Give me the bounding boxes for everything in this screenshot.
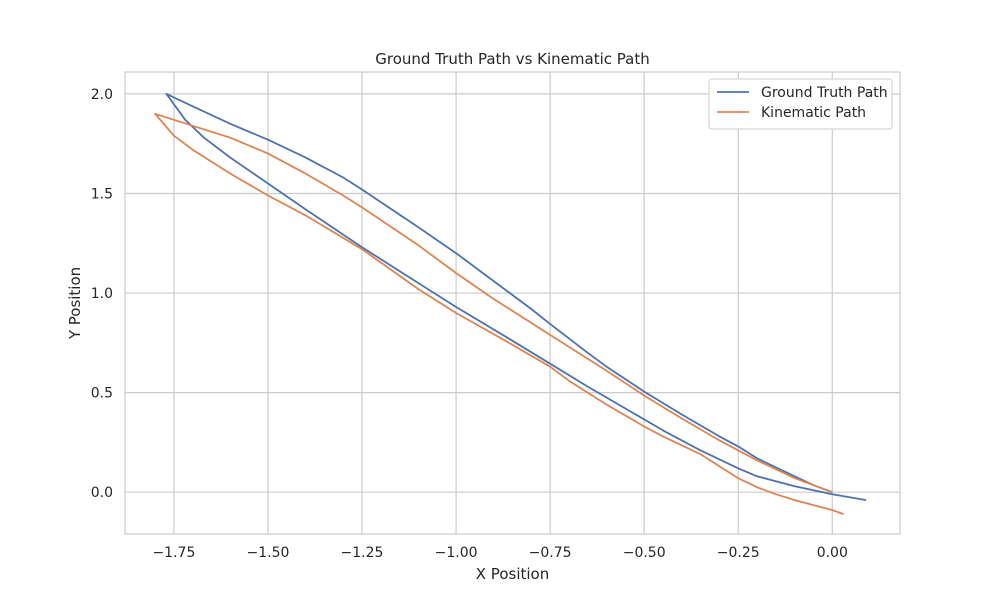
ground-truth-path-line [165, 93, 867, 501]
y-tick-label: 1.5 [91, 186, 113, 202]
x-tick-label: −0.50 [623, 545, 666, 561]
x-tick-label: −1.25 [341, 545, 384, 561]
chart-title: Ground Truth Path vs Kinematic Path [375, 50, 649, 68]
y-axis-label: Y Position [66, 267, 84, 340]
x-tick-label: −0.25 [717, 545, 760, 561]
kinematic-path-line [154, 112, 844, 515]
series-lines [154, 93, 867, 515]
y-axis-ticks: 0.0 0.5 1.0 1.5 2.0 [91, 87, 113, 501]
legend-label: Kinematic Path [761, 105, 866, 121]
y-tick-label: 2.0 [91, 87, 113, 103]
x-tick-label: 0.00 [817, 545, 848, 561]
y-tick-label: 0.5 [91, 386, 113, 402]
x-axis-label: X Position [476, 565, 549, 583]
legend-box [708, 78, 893, 130]
legend-label: Ground Truth Path [761, 85, 888, 101]
x-tick-label: −1.75 [152, 545, 195, 561]
x-tick-label: −1.00 [435, 545, 478, 561]
x-tick-label: −0.75 [529, 545, 572, 561]
x-tick-label: −1.50 [247, 545, 290, 561]
plot-area [124, 71, 901, 535]
y-tick-label: 1.0 [91, 286, 113, 302]
x-axis-ticks: −1.75 −1.50 −1.25 −1.00 −0.75 −0.50 −0.25 0.00 [152, 545, 847, 561]
legend: Ground Truth Path Kinematic Path [708, 78, 893, 130]
y-tick-label: 0.0 [91, 485, 113, 501]
